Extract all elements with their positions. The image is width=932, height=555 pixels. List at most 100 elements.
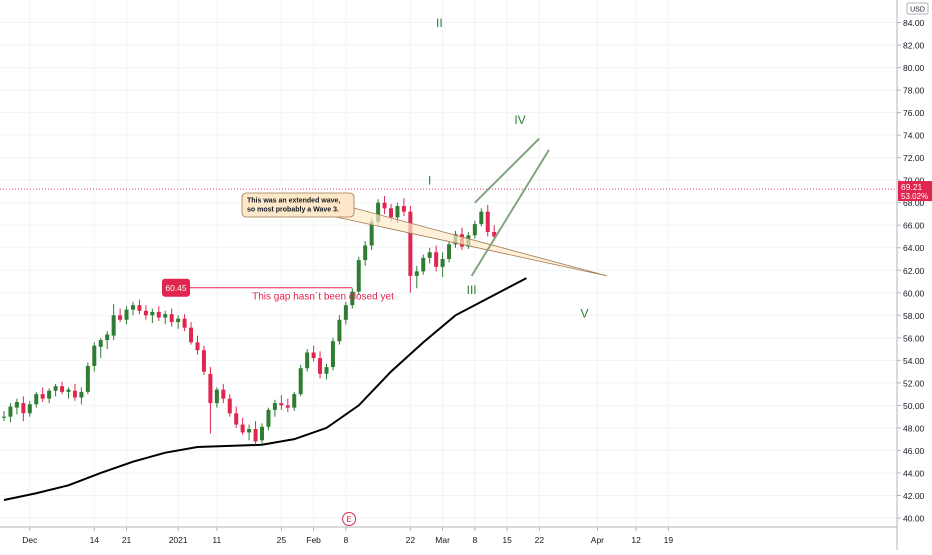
candle-body [350,291,355,306]
time-tick-label: 8 [472,535,477,545]
candle-body [182,318,187,328]
time-tick-label: Feb [306,535,321,545]
gap-price-marker [162,278,190,297]
candle-body [143,310,148,316]
price-tick-label: 76.00 [903,108,925,118]
grid [0,0,897,527]
candle-body [343,305,348,320]
candle-body [34,394,39,405]
candle-body [285,405,290,408]
candle-body [272,403,277,410]
candle-body [227,398,232,414]
candle-body [427,252,432,258]
price-tick-label: 44.00 [903,468,925,478]
candle-body [8,406,13,417]
price-tick-label: 52.00 [903,378,925,388]
price-tick-label: 60.00 [903,288,925,298]
candle-body [434,252,439,267]
candle-body [221,389,226,399]
candle-body [189,327,194,343]
candle-body [27,404,32,414]
price-axis[interactable]: 40.00 42.00 44.00 46.00 48.00 50.00 52.00 54.00… [896,0,932,550]
wave-label: I [428,174,431,188]
last-price-marker [898,181,932,202]
candle-body [318,358,323,374]
candle-body [66,389,71,392]
candle-body [14,402,19,408]
price-tick-label: 70.00 [903,176,925,186]
wedge-line [474,137,541,204]
time-tick-label: 2021 [169,535,188,545]
price-tick-label: 82.00 [903,41,925,51]
candle-body [47,390,52,399]
candle-body [92,345,97,366]
candle-body [40,394,45,399]
candle-body [330,341,335,368]
candle-body [472,224,477,236]
price-tick-label: 54.00 [903,356,925,366]
price-tick-label: 84.00 [903,18,925,28]
time-tick-label: 8 [343,535,348,545]
last-price-label: 69.21 [901,182,923,192]
candle-body [195,342,200,351]
price-tick-label: 80.00 [903,63,925,73]
candle-body [131,305,135,310]
candle-body [208,373,213,404]
price-tick-label: 58.00 [903,311,925,321]
candle-body [169,314,174,323]
price-tick-label: 48.00 [903,423,925,433]
candle-body [214,389,219,404]
callout-text: This was an extended wave, [247,198,340,205]
candle-body [305,352,310,369]
candle-body [60,386,65,392]
time-tick-label: 15 [502,535,512,545]
time-axis[interactable]: Dec 14 21 2021 11 25 Feb 8 22 Mar 8 15 22 Apr 12 19 [0,526,897,545]
time-tick-label: 22 [535,535,545,545]
currency-badge [906,2,929,15]
wave-label: II [436,16,443,30]
candle-body [201,350,206,372]
candle-body [363,245,368,261]
candle-body [176,318,181,323]
last-change-label: 53.02% [901,192,928,201]
price-tick-label: 68.00 [903,198,925,208]
candle-body [260,426,264,441]
candle-body [85,365,90,392]
price-tick-label: 42.00 [903,491,925,501]
candle-body [234,413,239,425]
annotations-layer: This was an extended wave, so most probab… [0,16,897,526]
candle-body [376,202,381,222]
candle-body [447,244,452,259]
candle-body [389,208,393,218]
candle-body [414,271,419,276]
gap-note: This gap hasn´t been closed yet [252,291,394,303]
price-tick-label: 72.00 [903,153,925,163]
gap-price-label: 60.45 [165,283,187,293]
callout-text: so most probably a Wave 3. [247,207,339,214]
earnings-label: E [346,515,351,524]
moving-average-layer [3,277,527,501]
time-tick-label: 25 [277,535,287,545]
candle-body [421,257,426,272]
candle-body [356,260,361,292]
price-tick-label: 46.00 [903,446,925,456]
candle-body [311,352,316,359]
time-tick-label: 11 [212,535,221,545]
currency-label: USD [910,7,925,14]
candle-body [395,206,400,218]
candle-body [266,409,271,427]
price-tick-label: 66.00 [903,221,925,231]
price-tick-label: 50.00 [903,401,925,411]
candle-body [337,319,342,342]
time-tick-label: 22 [406,535,416,545]
time-tick-label: 21 [122,535,132,545]
candle-body [124,309,129,320]
time-tick-label: 19 [664,535,674,545]
candle-body [79,391,84,398]
candle-body [105,334,110,341]
candle-body [324,367,329,374]
candle-body [485,211,490,232]
